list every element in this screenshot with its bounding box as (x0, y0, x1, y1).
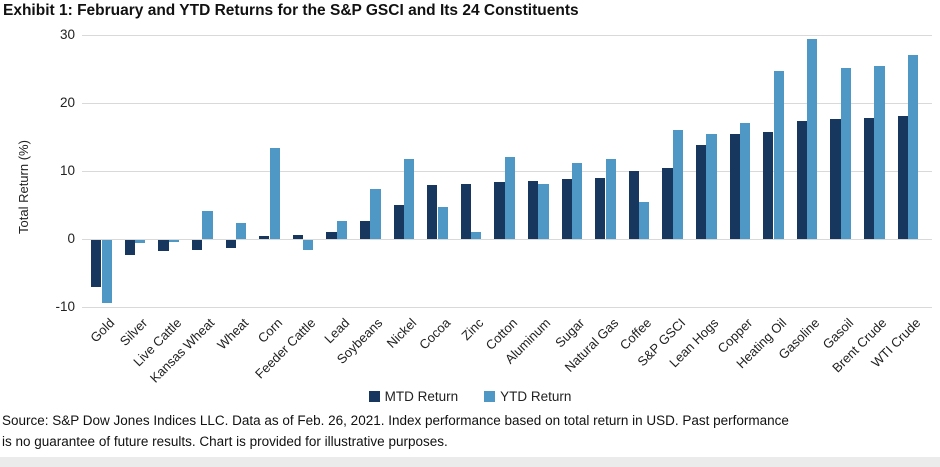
bar-mtd-cocoa (427, 185, 438, 239)
bar-mtd-gold (91, 240, 102, 287)
bar-ytd-nickel (403, 159, 415, 239)
legend-item-ytd-return: YTD Return (484, 389, 571, 404)
bar-mtd-gasoline (796, 120, 808, 239)
source-note-line1: Source: S&P Dow Jones Indices LLC. Data … (2, 413, 789, 428)
bar-ytd-heating-oil (773, 71, 784, 239)
y-tick-label: 10 (59, 163, 75, 178)
bar-ytd-gasoline (807, 39, 818, 239)
gridline-y-10 (82, 307, 932, 308)
legend-swatch-icon (368, 390, 380, 402)
bar-mtd-coffee (628, 171, 640, 239)
bar-mtd-silver (124, 240, 136, 255)
bar-mtd-copper (729, 133, 740, 239)
plot-area: Gold Silver Live Cattle Kansas Wheat Wheat Co… (82, 35, 932, 386)
legend-label: YTD Return (500, 388, 572, 404)
bar-ytd-silver (135, 240, 146, 243)
legend-swatch-icon (484, 390, 496, 402)
bar-ytd-s-p-gsci (672, 129, 683, 239)
bar-ytd-live-cattle (168, 240, 179, 243)
legend: MTD Return YTD Return (0, 387, 940, 405)
bar-ytd-cocoa (437, 207, 448, 239)
bar-ytd-feeder-cattle (303, 240, 314, 250)
y-tick-label: 0 (67, 231, 75, 246)
bar-ytd-copper (739, 122, 751, 239)
bar-ytd-gold (101, 240, 112, 304)
bar-mtd-wti-crude (897, 115, 908, 239)
bar-ytd-aluminum (538, 183, 549, 239)
bar-mtd-s-p-gsci (662, 167, 673, 239)
source-note: Source: S&P Dow Jones Indices LLC. Data … (2, 410, 938, 452)
bar-mtd-soybeans (360, 221, 371, 239)
bar-ytd-wheat (235, 223, 247, 239)
bar-ytd-cotton (504, 156, 515, 239)
gridline-y0 (82, 239, 932, 240)
source-note-line2: is no guarantee of future results. Chart… (2, 434, 448, 449)
legend-item-mtd-return: MTD Return (368, 388, 459, 404)
bar-mtd-natural-gas (595, 177, 606, 239)
bar-mtd-corn (259, 236, 270, 239)
bar-ytd-soybeans (370, 189, 381, 239)
bar-ytd-lead (336, 221, 347, 239)
bar-mtd-feeder-cattle (292, 234, 304, 239)
bar-mtd-brent-crude (864, 117, 875, 239)
bar-mtd-sugar (561, 179, 572, 239)
bar-mtd-cotton (494, 181, 505, 239)
bar-ytd-zinc (471, 232, 482, 239)
bar-mtd-nickel (393, 205, 404, 239)
gridline-y30 (82, 35, 932, 36)
bar-ytd-wti-crude (907, 54, 919, 239)
chart-title: Exhibit 1: February and YTD Returns for … (3, 2, 579, 19)
bar-mtd-heating-oil (763, 131, 774, 239)
gridline-y20 (82, 103, 932, 104)
bar-mtd-aluminum (528, 180, 539, 239)
bar-ytd-natural-gas (605, 158, 616, 239)
legend-label: MTD Return (384, 388, 459, 404)
y-tick-label: 20 (59, 95, 75, 110)
bar-ytd-sugar (571, 162, 583, 239)
bar-mtd-kansas-wheat (192, 240, 203, 251)
bar-ytd-coffee (639, 202, 650, 239)
bar-mtd-gasoil (830, 119, 841, 239)
bar-mtd-wheat (225, 240, 236, 249)
bar-ytd-brent-crude (874, 65, 885, 239)
y-tick-label: -10 (55, 299, 75, 314)
bar-mtd-live-cattle (158, 240, 169, 251)
bar-mtd-lean-hogs (696, 145, 707, 239)
bar-ytd-kansas-wheat (202, 211, 213, 239)
bar-ytd-corn (269, 147, 280, 239)
bar-mtd-zinc (460, 183, 472, 239)
bar-mtd-lead (326, 231, 337, 239)
bar-ytd-lean-hogs (706, 134, 717, 239)
y-tick-label: 30 (59, 27, 75, 42)
bar-ytd-gasoil (840, 67, 851, 239)
bottom-strip (0, 457, 940, 467)
